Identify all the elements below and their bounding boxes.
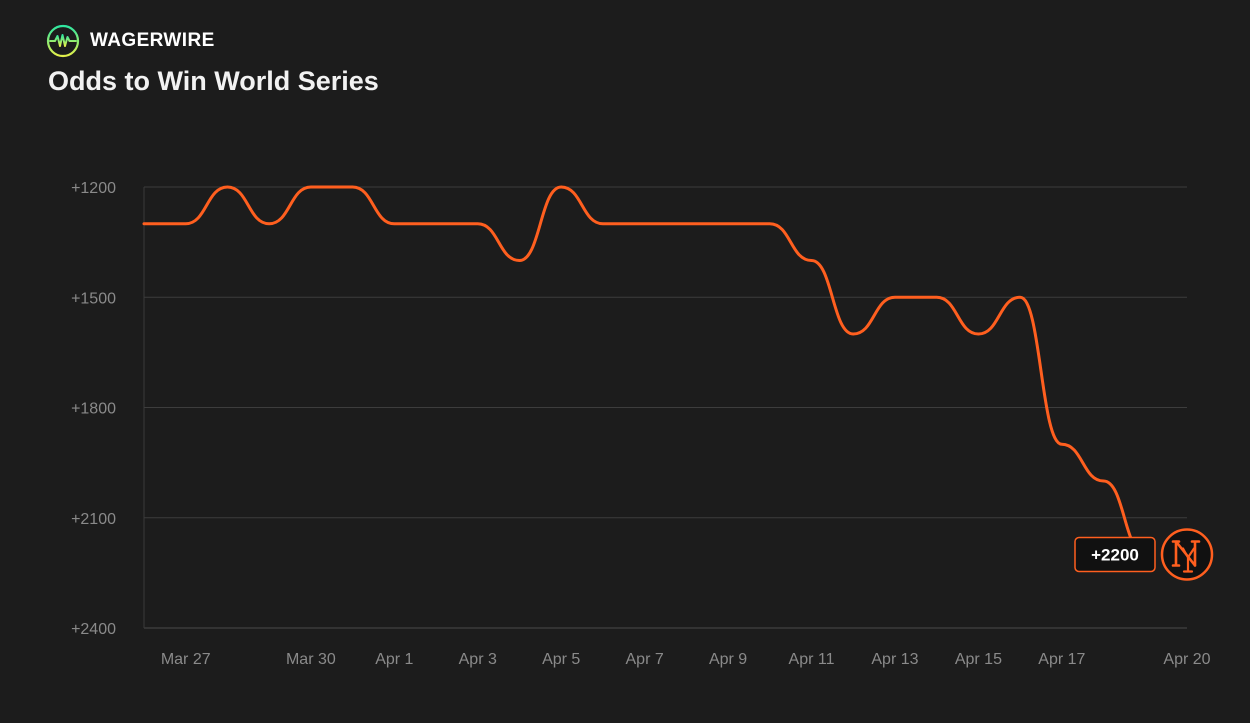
y-tick-label: +2100 bbox=[71, 511, 116, 528]
x-tick-label: Apr 3 bbox=[459, 651, 497, 668]
x-tick-label: Apr 7 bbox=[626, 651, 664, 668]
y-tick-label: +1800 bbox=[71, 401, 116, 418]
annotation-layer: +2200 bbox=[1074, 528, 1214, 581]
x-tick-label: Apr 11 bbox=[789, 651, 835, 668]
y-tick-label: +1500 bbox=[71, 290, 116, 307]
brand: WAGERWIRE bbox=[46, 24, 215, 58]
brand-name: WAGERWIRE bbox=[90, 30, 215, 51]
grid-lines bbox=[143, 186, 1187, 629]
x-tick-label: Apr 9 bbox=[709, 651, 747, 668]
x-tick-label: Mar 27 bbox=[161, 651, 211, 668]
x-tick-label: Mar 30 bbox=[286, 651, 336, 668]
x-tick-label: Apr 20 bbox=[1163, 651, 1210, 668]
y-tick-label: +2400 bbox=[71, 621, 116, 638]
heartbeat-pulse-icon bbox=[46, 24, 80, 58]
x-tick-label: Apr 13 bbox=[871, 651, 918, 668]
chart-title: Odds to Win World Series bbox=[48, 66, 379, 96]
odds-callout: +2200 bbox=[1074, 536, 1156, 573]
series-layer bbox=[142, 185, 1147, 556]
y-tick-label: +1200 bbox=[71, 180, 116, 197]
series-line bbox=[142, 185, 1147, 556]
x-axis-ticks: Mar 27 Mar 30 Apr 1 Apr 3 Apr 5 Apr 7 Apr 9 Apr… bbox=[161, 651, 1211, 668]
y-axis-ticks: +1200 +1500 +1800 +2100 +2400 bbox=[71, 180, 116, 638]
x-tick-label: Apr 17 bbox=[1038, 651, 1085, 668]
x-tick-label: Apr 15 bbox=[955, 651, 1002, 668]
mets-ny-logo-icon bbox=[1160, 528, 1214, 581]
callout-value: +2200 bbox=[1091, 546, 1139, 565]
x-tick-label: Apr 5 bbox=[542, 651, 580, 668]
callout-box bbox=[1074, 536, 1156, 573]
x-tick-label: Apr 1 bbox=[375, 651, 413, 668]
